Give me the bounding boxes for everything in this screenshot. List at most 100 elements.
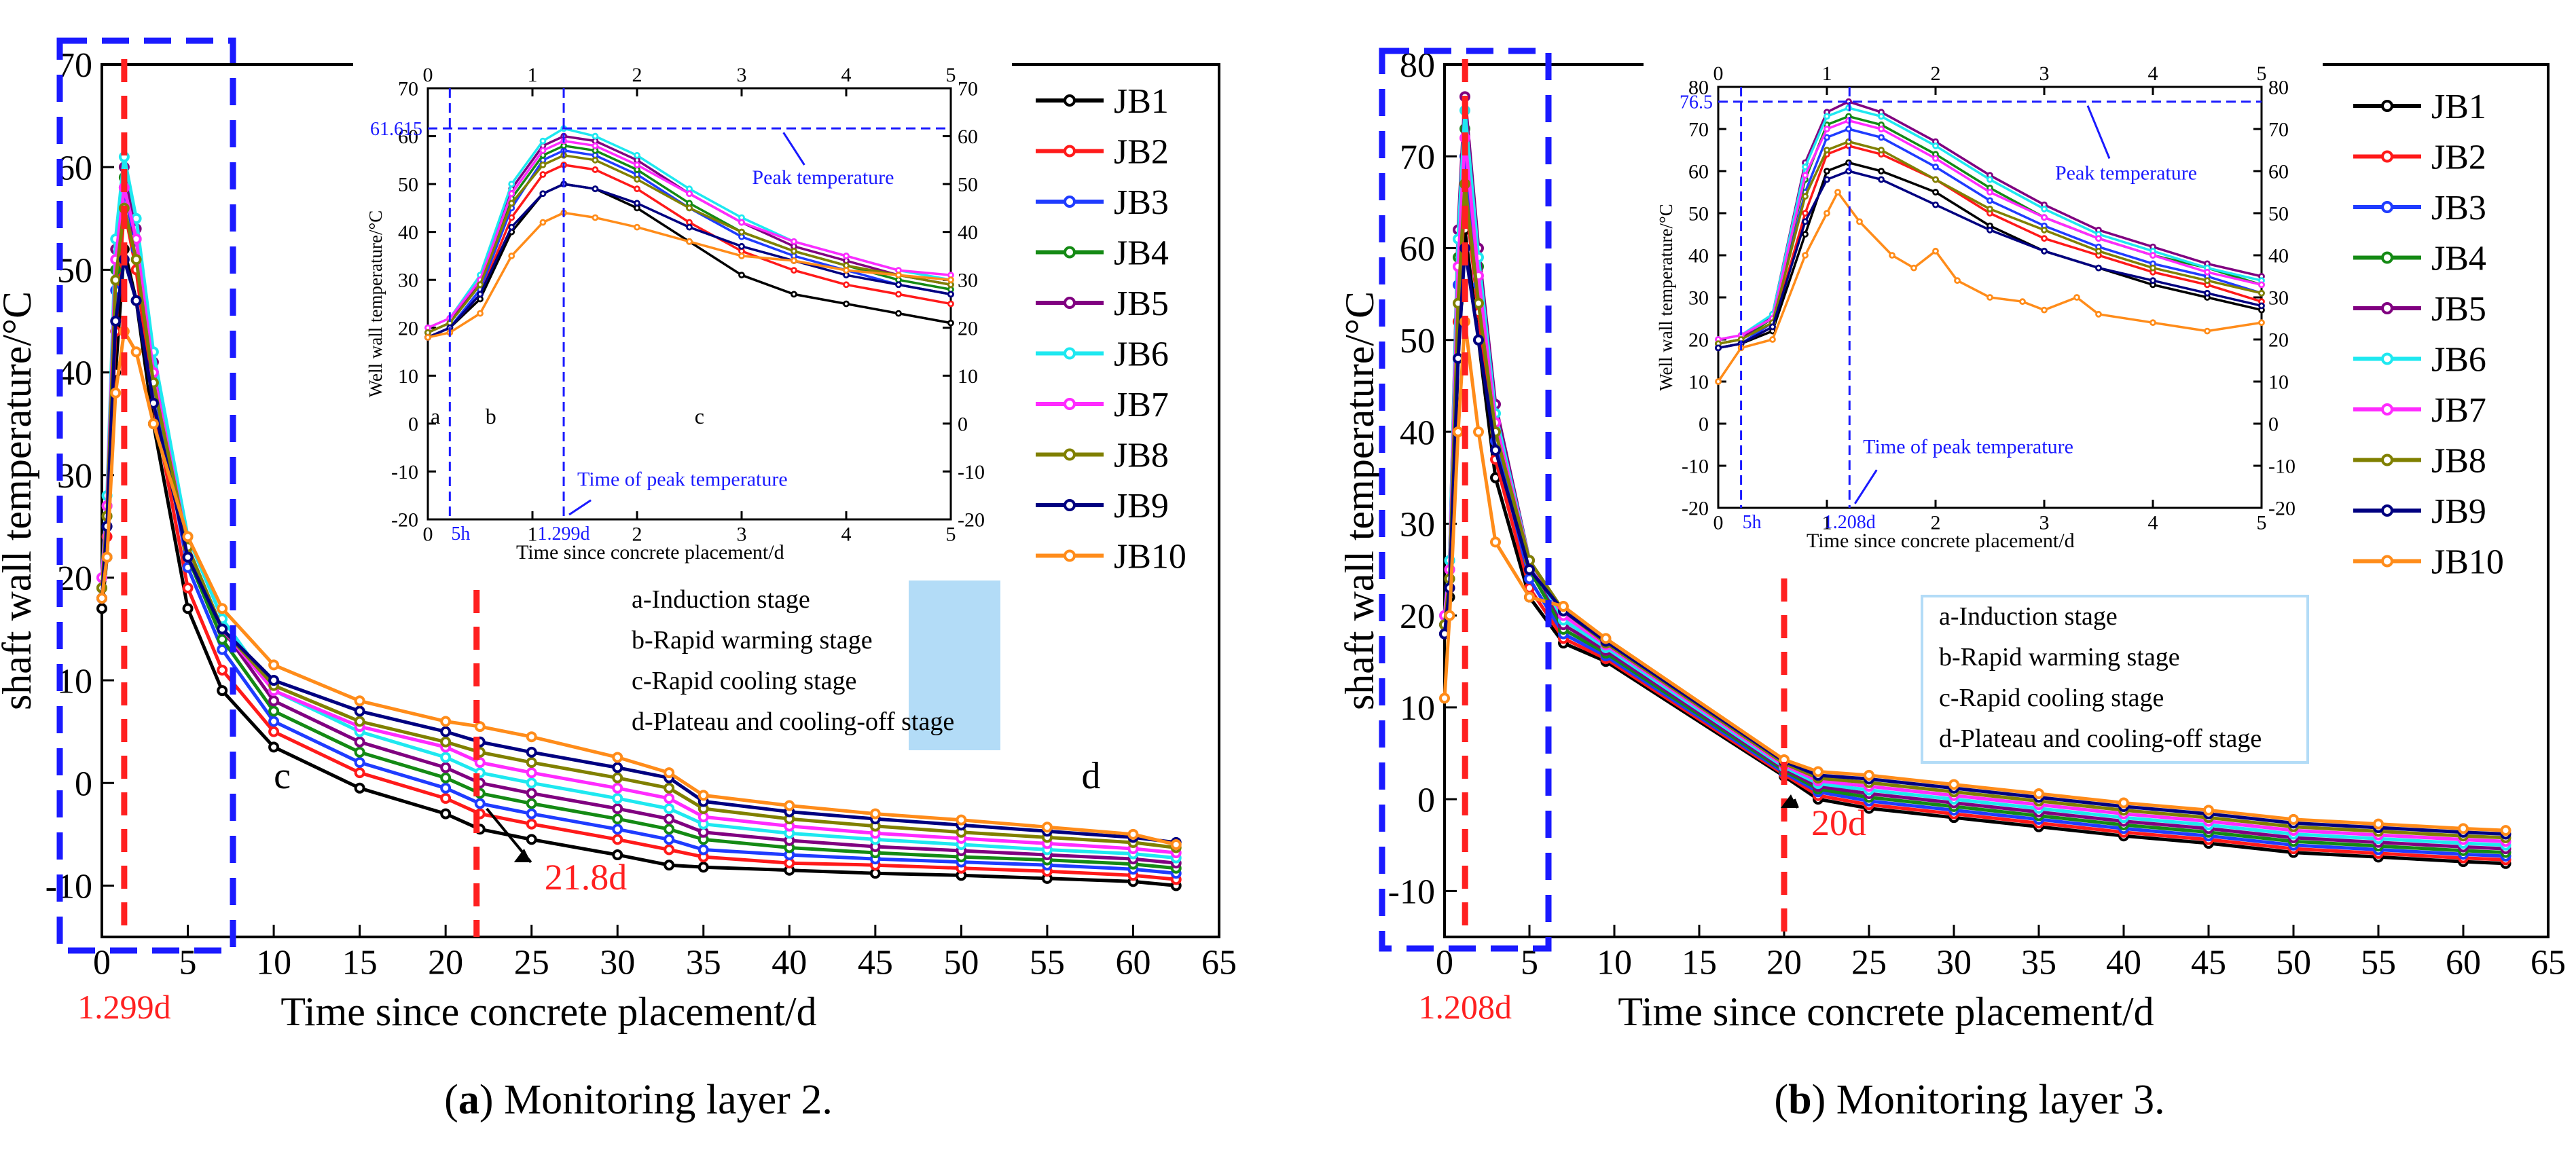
inset-point-JB10 xyxy=(1769,336,1776,343)
peak-temp-note: Peak temperature xyxy=(2055,162,2197,184)
inset-xtick-label-top: 4 xyxy=(841,64,852,86)
main-point-JB7 xyxy=(612,782,623,794)
inset-point-JB7 xyxy=(1932,155,1939,162)
main-point-JB9 xyxy=(1490,445,1501,456)
caption-letter: b xyxy=(1788,1077,1811,1123)
main-point-JB9 xyxy=(1473,334,1484,346)
caption-letter: a xyxy=(458,1077,479,1123)
main-point-JB9 xyxy=(268,675,280,686)
main-ytick-label: 60 xyxy=(1400,230,1435,269)
legend-marker-JB3 xyxy=(2381,201,2393,213)
main-xtick-label: 35 xyxy=(686,944,721,982)
inset-point-JB10 xyxy=(1910,264,1917,272)
inset-point-JB8 xyxy=(1824,147,1830,153)
inset-point-JB2 xyxy=(895,291,902,298)
inset-ytick-label: -10 xyxy=(391,461,418,483)
inset-xtick-label-top: 5 xyxy=(946,64,956,86)
main-point-JB10 xyxy=(956,814,967,826)
main-point-JB10 xyxy=(1170,838,1182,850)
main-point-JB4 xyxy=(664,824,675,835)
inset-point-JB8 xyxy=(2258,289,2265,297)
inset-5h-label: 5h xyxy=(451,523,470,545)
main-xtick-label: 30 xyxy=(600,944,635,982)
main-ytick-label: 20 xyxy=(1400,597,1435,636)
inset-point-JB1 xyxy=(738,272,745,279)
main-point-JB10 xyxy=(440,716,452,727)
inset-ytick-label: 50 xyxy=(398,174,418,196)
main-ytick-label: 50 xyxy=(1400,322,1435,361)
inset-xtick-label: 0 xyxy=(423,523,433,546)
legend-label-JB3: JB3 xyxy=(2431,189,2486,227)
main-xtick-label: 45 xyxy=(2191,944,2226,982)
main-point-JB3 xyxy=(697,844,709,855)
inset-point-JB10 xyxy=(2073,294,2080,301)
inset-point-JB8 xyxy=(791,247,797,255)
inset-ylabel: Well wall temperature/°C xyxy=(365,210,386,398)
main-point-JB1 xyxy=(96,603,107,614)
main-point-JB10 xyxy=(1490,536,1501,548)
legend-marker-JB10 xyxy=(1064,549,1076,562)
main-xtick-label: 60 xyxy=(2446,944,2481,982)
inset-point-JB8 xyxy=(1878,147,1885,153)
inset-ytick-label-right: 20 xyxy=(2268,329,2289,352)
inset-xtick-label-top: 2 xyxy=(1931,62,1941,85)
main-point-JB10 xyxy=(1444,610,1455,621)
inset-point-JB7 xyxy=(508,190,515,198)
inset-point-JB7 xyxy=(791,238,797,245)
inset-ytick-label: -20 xyxy=(391,509,418,532)
caption-open: ( xyxy=(1774,1077,1788,1123)
main-point-JB3 xyxy=(440,782,452,794)
main-point-JB3 xyxy=(526,808,537,819)
legend-label-JB5: JB5 xyxy=(2431,290,2486,329)
legend-marker-JB6 xyxy=(1064,347,1076,360)
main-point-JB2 xyxy=(354,767,365,779)
stage-d-label: d xyxy=(1082,755,1101,797)
main-xtick-label: 40 xyxy=(2106,944,2141,982)
main-series-JB10 xyxy=(100,329,1177,847)
inset-point-JB8 xyxy=(2204,277,2211,284)
inset-point-JB9 xyxy=(2041,247,2048,255)
inset-point-JB9 xyxy=(508,223,515,231)
inset-ylabel: Well wall temperature/°C xyxy=(1656,204,1676,391)
inset-point-JB10 xyxy=(592,214,599,221)
inset-ytick-label-right: -10 xyxy=(958,461,985,483)
inset-point-JB10 xyxy=(791,257,797,264)
inset-point-JB6 xyxy=(1802,163,1809,170)
inset-point-JB10 xyxy=(539,219,547,226)
main-series-JB5 xyxy=(100,165,1176,865)
inset-point-JB1 xyxy=(843,300,850,308)
inset-ytick-label-right: 70 xyxy=(958,78,978,100)
caption: (a) Monitoring layer 2. xyxy=(444,1077,833,1123)
inset-point-JB9 xyxy=(634,200,640,207)
legend-marker-JB1 xyxy=(1064,94,1076,107)
legend-marker-JB8 xyxy=(2381,454,2393,466)
legend-label-JB8: JB8 xyxy=(1114,437,1169,475)
main-point-JB2 xyxy=(217,664,228,676)
inset-point-JB7 xyxy=(634,161,640,168)
main-point-JB9 xyxy=(110,315,122,327)
legend-marker-JB9 xyxy=(2381,504,2393,517)
inset-point-JB7 xyxy=(1987,189,1993,196)
inset-point-JB7 xyxy=(1824,126,1830,132)
boundary-label: 21.8d xyxy=(545,857,628,898)
inset-point-JB2 xyxy=(508,214,515,221)
inset-stage-a: a xyxy=(431,404,440,428)
inset-point-JB7 xyxy=(2258,281,2265,289)
main-point-JB5 xyxy=(354,736,365,748)
inset-ytick-label-right: 10 xyxy=(2268,371,2289,394)
main-point-JB5 xyxy=(664,813,675,825)
peak-time-label: 1.299d xyxy=(77,988,171,1026)
inset-point-JB10 xyxy=(1824,210,1830,217)
legend-marker-JB1 xyxy=(2381,100,2393,112)
peak-time-note: Time of peak temperature xyxy=(1863,435,2073,458)
main-point-JB10 xyxy=(110,387,122,399)
legend-marker-JB2 xyxy=(1064,145,1076,158)
inset-point-JB3 xyxy=(1932,163,1939,170)
main-ylabel: shaft wall temperature/°C xyxy=(0,291,39,710)
main-xtick-label: 50 xyxy=(2276,944,2311,982)
main-xtick-label: 40 xyxy=(772,944,807,982)
main-series-JB7 xyxy=(1443,136,2506,843)
inset-ytick-label: 10 xyxy=(398,365,418,388)
inset-point-JB8 xyxy=(477,281,484,289)
main-point-JB8 xyxy=(354,716,365,727)
